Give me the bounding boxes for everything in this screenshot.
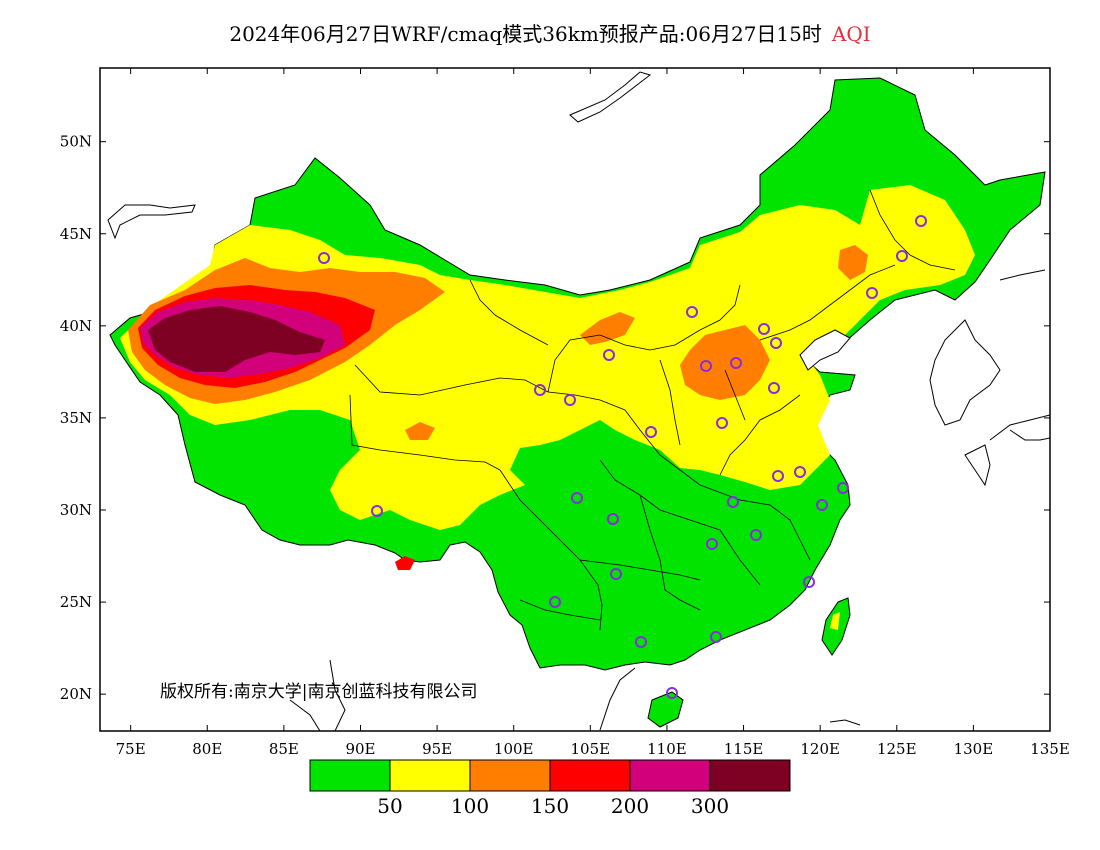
station-marker xyxy=(603,349,615,361)
aqi-zone-usg-north xyxy=(680,325,770,400)
x-tick-label: 75E xyxy=(116,740,146,758)
y-axis: 50N 45N 40N 35N 30N 25N 20N xyxy=(60,133,1050,703)
station-marker xyxy=(794,466,806,478)
station-marker xyxy=(571,492,583,504)
y-tick-label: 50N xyxy=(60,133,92,151)
x-tick-label: 95E xyxy=(422,740,452,758)
station-marker xyxy=(716,417,728,429)
legend-swatch xyxy=(549,759,631,792)
station-marker xyxy=(686,306,698,318)
aqi-zone-usg-patch-1 xyxy=(580,312,635,345)
station-marker xyxy=(645,426,657,438)
province-boundaries xyxy=(349,189,956,631)
x-tick-label: 80E xyxy=(192,740,222,758)
station-marker xyxy=(803,576,815,588)
station-marker xyxy=(816,499,828,511)
station-marker xyxy=(666,687,678,699)
station-marker xyxy=(837,482,849,494)
aqi-zone-unhealthy-tibet xyxy=(395,556,415,570)
y-tick-label: 25N xyxy=(60,593,92,611)
legend-level-label: 300 xyxy=(691,794,729,818)
x-tick-label: 120E xyxy=(800,740,840,758)
taiwan-moderate-zone xyxy=(830,612,840,630)
title-product: AQI xyxy=(831,22,871,46)
legend-level-label: 150 xyxy=(531,794,569,818)
station-marker xyxy=(750,529,762,541)
station-marker xyxy=(758,323,770,335)
y-tick-label: 40N xyxy=(60,317,92,335)
legend-swatch xyxy=(309,759,391,792)
station-marker xyxy=(770,337,782,349)
x-tick-label: 130E xyxy=(954,740,994,758)
aqi-zone-usg-northeast xyxy=(838,245,868,280)
y-tick-label: 35N xyxy=(60,409,92,427)
bohai-sea xyxy=(799,329,851,371)
aqi-legend: 50 100 150 200 300 xyxy=(309,759,791,818)
x-tick-label: 115E xyxy=(724,740,764,758)
x-tick-label: 105E xyxy=(571,740,611,758)
legend-level-label: 50 xyxy=(377,794,402,818)
hainan-island xyxy=(647,691,684,728)
x-tick-label: 90E xyxy=(345,740,375,758)
x-tick-label: 110E xyxy=(647,740,687,758)
legend-level-label: 200 xyxy=(611,794,649,818)
station-marker xyxy=(772,470,784,482)
station-marker xyxy=(896,250,908,262)
legend-swatch xyxy=(709,759,791,792)
station-marker xyxy=(318,252,330,264)
station-markers xyxy=(318,215,927,699)
map-title: 2024年06月27日WRF/cmaq模式36km预报产品:06月27日15时 A… xyxy=(0,18,1100,47)
station-marker xyxy=(610,568,622,580)
legend-level-label: 100 xyxy=(451,794,489,818)
y-tick-label: 20N xyxy=(60,685,92,703)
station-marker xyxy=(768,382,780,394)
station-marker xyxy=(564,394,576,406)
station-marker xyxy=(549,596,561,608)
station-marker xyxy=(534,384,546,396)
x-tick-label: 125E xyxy=(877,740,917,758)
x-tick-label: 135E xyxy=(1030,740,1070,758)
aqi-zone-hazardous xyxy=(148,306,325,372)
station-marker xyxy=(700,360,712,372)
station-marker xyxy=(607,513,619,525)
station-marker xyxy=(730,357,742,369)
title-main: 2024年06月27日WRF/cmaq模式36km预报产品:06月27日15时 xyxy=(229,22,822,46)
copyright-text: 版权所有:南京大学|南京创蓝科技有限公司 xyxy=(160,682,477,702)
aqi-zone-usg-patch-2 xyxy=(405,422,435,440)
neighbor-coastlines xyxy=(107,71,1050,731)
station-marker xyxy=(371,505,383,517)
station-marker xyxy=(727,496,739,508)
x-axis: 75E 80E 85E 90E 95E 100E 105E 110E 115E 120E 125E 1… xyxy=(116,68,1070,758)
station-marker xyxy=(710,631,722,643)
station-marker xyxy=(866,287,878,299)
y-tick-label: 45N xyxy=(60,225,92,243)
station-marker xyxy=(915,215,927,227)
x-tick-label: 100E xyxy=(494,740,534,758)
station-marker xyxy=(635,636,647,648)
y-tick-label: 30N xyxy=(60,501,92,519)
legend-swatch xyxy=(469,759,551,792)
station-marker xyxy=(706,538,718,550)
legend-swatch xyxy=(389,759,471,792)
legend-swatch xyxy=(629,759,711,792)
map-contents xyxy=(107,71,1050,731)
x-tick-label: 85E xyxy=(269,740,299,758)
